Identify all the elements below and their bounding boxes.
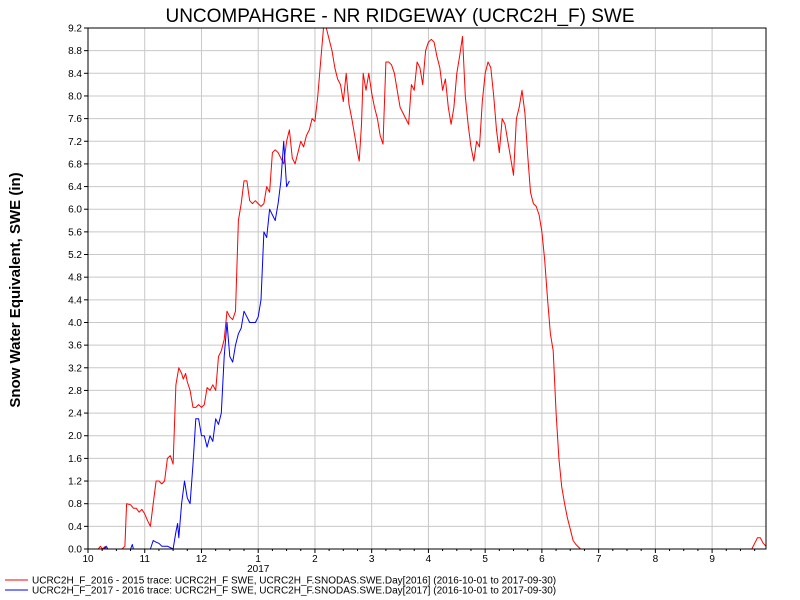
x-tick-label: 8 (653, 554, 659, 565)
grid-lines (88, 27, 766, 550)
y-tick-label: 2.4 (68, 409, 82, 420)
y-tick-label: 8.8 (68, 46, 82, 57)
plot-frame (87, 27, 767, 550)
x-tick-label: 4 (426, 554, 432, 565)
x-tick-label: 6 (539, 554, 545, 565)
y-tick-label: 0.4 (68, 522, 82, 533)
y-tick-label: 8.4 (68, 69, 82, 80)
y-tick-label: 6.8 (68, 159, 82, 170)
chart-title: UNCOMPAHGRE - NR RIDGEWAY (UCRC2H_F) SWE (165, 6, 634, 27)
y-tick-label: 3.2 (68, 363, 82, 374)
legend-entry: UCRC2H_F_2017 - 2016 trace: UCRC2H_F SWE… (32, 586, 556, 597)
y-tick-label: 9.2 (68, 24, 82, 35)
y-tick-label: 4.0 (68, 318, 82, 329)
y-tick-label: 6.4 (68, 182, 82, 193)
y-tick-label: 4.4 (68, 295, 82, 306)
x-tick-label: 2 (312, 554, 318, 565)
y-tick-label: 0.8 (68, 499, 82, 510)
y-tick-label: 1.2 (68, 477, 82, 488)
series-line-0 (97, 27, 767, 550)
y-tick-label: 3.6 (68, 341, 82, 352)
x-tick-label: 3 (369, 554, 375, 565)
y-tick-label: 5.2 (68, 250, 82, 261)
y-tick-label: 4.8 (68, 273, 82, 284)
y-tick-label: 8.0 (68, 91, 82, 102)
y-tick-label: 6.0 (68, 205, 82, 216)
y-tick-label: 7.2 (68, 137, 82, 148)
y-tick-label: 7.6 (68, 114, 82, 125)
legend: UCRC2H_F_2016 - 2015 trace: UCRC2H_F SWE… (5, 576, 556, 597)
y-axis-ticks: 0.0 0.4 0.8 1.2 1.6 2.0 2.4 2.8 3.2 3.6 4.0 4.4 4.8 5… (68, 24, 88, 556)
series-line-1 (103, 140, 290, 550)
y-tick-label: 2.8 (68, 386, 82, 397)
y-axis-label: Snow Water Equivalent, SWE (in) (7, 172, 24, 407)
legend-entry: UCRC2H_F_2016 - 2015 trace: UCRC2H_F SWE… (32, 576, 556, 587)
x-tick-label: 7 (596, 554, 602, 565)
year-label: 2017 (247, 564, 270, 575)
x-tick-label: 5 (482, 554, 488, 565)
x-tick-label: 11 (140, 554, 151, 565)
x-tick-label: 10 (82, 554, 94, 565)
x-tick-label: 12 (196, 554, 208, 565)
y-tick-label: 1.6 (68, 454, 82, 465)
y-tick-label: 0.0 (68, 545, 82, 556)
y-tick-label: 5.6 (68, 227, 82, 238)
y-tick-label: 2.0 (68, 431, 82, 442)
x-tick-label: 1 (255, 554, 261, 565)
series-lines (97, 27, 767, 550)
x-tick-label: 9 (709, 554, 715, 565)
